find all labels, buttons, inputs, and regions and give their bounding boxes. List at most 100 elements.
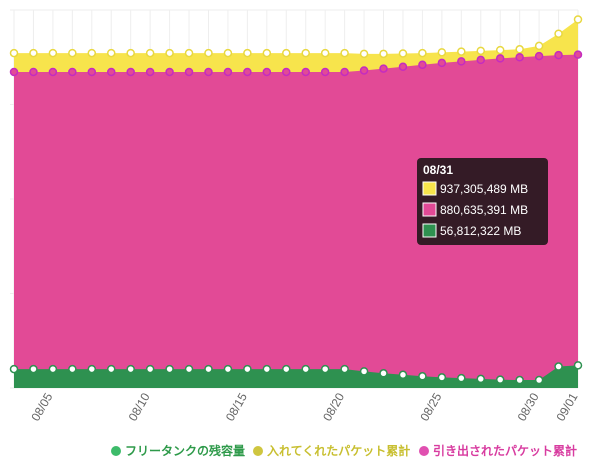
- data-point: [301, 364, 310, 374]
- data-point: [320, 67, 330, 77]
- data-point: [262, 67, 272, 77]
- data-point: [437, 48, 447, 57]
- data-point: [184, 48, 194, 58]
- tooltip-swatch: [422, 202, 437, 217]
- tooltip-swatch: [422, 223, 437, 238]
- data-point: [48, 364, 58, 374]
- data-point: [223, 48, 233, 58]
- data-point: [398, 62, 408, 71]
- tooltip: 08/31 937,305,489 MB 880,635,391 MB 56,812,…: [417, 158, 548, 245]
- tooltip-box: [417, 158, 548, 245]
- data-point: [573, 15, 583, 24]
- tooltip-value: 56,812,322 MB: [440, 224, 521, 238]
- legend-label: 入れてくれたパケット累計: [267, 443, 410, 458]
- data-point: [398, 370, 408, 380]
- data-point: [301, 48, 310, 58]
- data-point: [534, 41, 544, 51]
- data-point: [87, 364, 97, 374]
- data-point: [554, 50, 563, 60]
- data-point: [554, 362, 563, 371]
- x-tick-label: 08/05: [28, 390, 55, 423]
- data-point: [379, 369, 388, 378]
- data-point: [106, 67, 116, 77]
- data-point: [243, 364, 252, 374]
- legend-marker: [419, 446, 429, 456]
- data-point: [204, 67, 213, 77]
- x-tick-label: 08/15: [223, 390, 250, 423]
- area: [14, 54, 578, 388]
- data-point: [87, 67, 97, 77]
- data-point: [68, 48, 77, 58]
- tooltip-title: 08/31: [423, 163, 453, 177]
- data-point: [554, 29, 563, 38]
- data-point: [534, 375, 544, 385]
- data-point: [476, 374, 486, 384]
- data-point: [243, 48, 252, 58]
- data-point: [340, 67, 349, 77]
- data-point: [495, 45, 505, 55]
- data-point: [476, 55, 486, 65]
- data-point: [204, 364, 213, 374]
- data-point: [301, 67, 310, 77]
- data-point: [476, 46, 486, 56]
- data-point: [418, 372, 427, 381]
- data-point: [573, 361, 583, 370]
- data-point: [87, 48, 97, 58]
- data-point: [29, 364, 38, 374]
- x-tick-label: 08/10: [126, 390, 153, 423]
- data-point: [320, 364, 330, 374]
- data-point: [457, 47, 466, 56]
- data-point: [126, 364, 135, 374]
- data-point: [9, 364, 19, 374]
- data-point: [282, 67, 291, 77]
- data-point: [145, 364, 155, 374]
- data-point: [204, 48, 213, 58]
- data-point: [418, 48, 427, 58]
- data-point: [29, 48, 38, 58]
- data-point: [418, 60, 427, 70]
- legend-label: フリータンクの残容量: [125, 443, 245, 458]
- data-point: [262, 364, 272, 374]
- data-point: [282, 48, 291, 58]
- data-point: [515, 375, 524, 385]
- area: [14, 365, 578, 388]
- data-point: [379, 49, 388, 59]
- data-point: [495, 375, 505, 384]
- data-point: [340, 48, 349, 58]
- data-point: [534, 51, 544, 61]
- data-point: [184, 364, 194, 374]
- data-point: [457, 373, 466, 383]
- data-point: [106, 364, 116, 374]
- data-point: [126, 67, 135, 77]
- x-tick-label: 08/30: [515, 390, 542, 423]
- data-point: [184, 67, 194, 77]
- data-point: [243, 67, 252, 77]
- data-point: [48, 48, 58, 58]
- data-point: [340, 364, 349, 374]
- tooltip-value: 937,305,489 MB: [440, 182, 528, 196]
- data-point: [437, 58, 447, 68]
- data-point: [457, 57, 466, 66]
- data-point: [437, 373, 447, 382]
- data-point: [515, 45, 524, 54]
- data-point: [29, 67, 38, 77]
- data-point: [573, 50, 583, 59]
- data-point: [145, 48, 155, 58]
- data-point: [379, 64, 388, 73]
- data-point: [515, 53, 524, 62]
- data-point: [223, 364, 233, 374]
- data-point: [223, 67, 233, 77]
- legend-label: 引き出されたパケット累計: [433, 443, 577, 458]
- data-point: [145, 67, 155, 77]
- x-tick-label: 08/25: [417, 390, 444, 423]
- data-point: [165, 364, 174, 374]
- x-tick-label: 09/01: [553, 390, 580, 423]
- data-point: [282, 364, 291, 374]
- data-point: [320, 48, 330, 58]
- data-point: [359, 49, 369, 59]
- data-point: [9, 67, 19, 77]
- tooltip-swatch: [422, 181, 437, 196]
- data-point: [106, 48, 116, 58]
- data-point: [398, 49, 408, 58]
